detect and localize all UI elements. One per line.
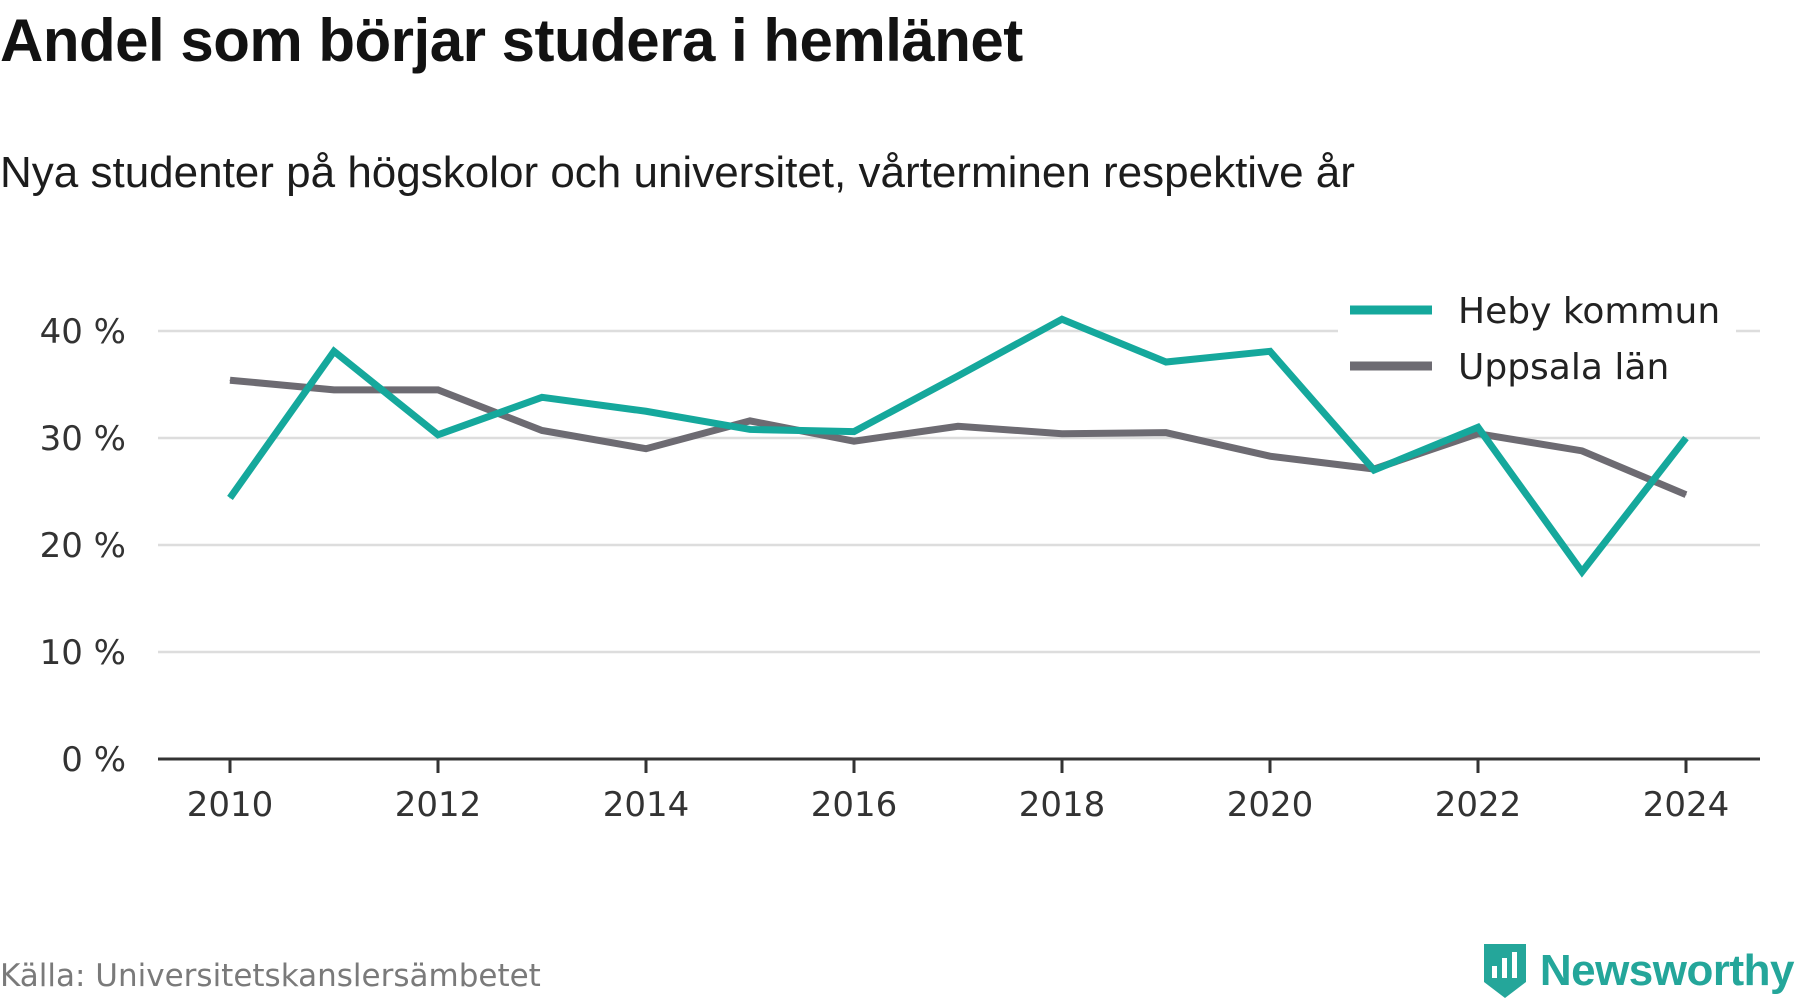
y-tick-label: 20 % [40,526,126,566]
heby-point-2022 [1477,426,1479,428]
uppsala-point-2010 [229,379,231,381]
uppsala-point-2012 [437,389,439,391]
brand-name: Newsworthy [1539,946,1795,995]
uppsala-point-2018 [1061,433,1063,435]
x-tick-label: 2014 [603,785,690,825]
x-tick-label: 2020 [1227,785,1314,825]
heby-point-2010 [229,497,231,499]
x-tick-label: 2022 [1435,785,1522,825]
newsworthy-logo-icon [1483,944,1526,998]
uppsala-point-2011 [333,389,335,391]
x-axis-ticks: 2010 2012 2014 2016 2018 2020 2022 2024 [187,759,1730,825]
x-tick-label: 2012 [395,785,482,825]
uppsala-point-2016 [853,440,855,442]
heby-point-2018 [1061,318,1063,320]
heby-point-2024 [1685,437,1687,439]
uppsala-point-2014 [645,448,647,450]
legend-background [1338,283,1736,398]
x-tick-label: 2010 [187,785,274,825]
x-tick-label: 2024 [1643,785,1730,825]
y-tick-label: 40 % [40,312,126,352]
heby-point-2013 [541,396,543,398]
uppsala-point-2017 [957,425,959,427]
uppsala-point-2023 [1581,450,1583,452]
y-tick-label: 30 % [40,419,126,459]
y-tick-label: 10 % [40,633,126,673]
x-tick-label: 2018 [1019,785,1106,825]
heby-point-2014 [645,410,647,412]
heby-point-2011 [333,350,335,352]
chart-title: Andel som börjar studera i hemlänet [0,7,1023,74]
source-note: Källa: Universitetskanslersämbetet [0,958,541,994]
legend-label-uppsala: Uppsala län [1458,347,1669,388]
uppsala-point-2019 [1165,432,1167,434]
uppsala-point-2015 [749,420,751,422]
heby-point-2017 [957,375,959,377]
heby-point-2016 [853,431,855,433]
chart-subtitle: Nya studenter på högskolor och universit… [0,148,1355,197]
x-tick-label: 2016 [811,785,898,825]
heby-point-2019 [1165,361,1167,363]
legend-item-uppsala[interactable]: Uppsala län [1350,347,1669,388]
legend-item-heby[interactable]: Heby kommun [1350,291,1720,332]
heby-point-2023 [1581,571,1583,573]
heby-point-2012 [437,434,439,436]
heby-point-2020 [1269,350,1271,352]
y-axis-ticks: 0 % 10 % 20 % 30 % 40 % [40,312,126,780]
data-series [227,315,1689,578]
uppsala-point-2024 [1685,494,1687,496]
uppsala-point-2013 [541,430,543,432]
heby-point-2021 [1373,469,1375,471]
heby-point-2015 [749,428,751,430]
legend[interactable]: Heby kommun Uppsala län [1338,283,1736,398]
legend-label-heby: Heby kommun [1458,291,1720,332]
y-tick-label: 0 % [61,740,126,780]
brand-logo: Newsworthy [1480,942,1795,1000]
uppsala-point-2020 [1269,455,1271,457]
